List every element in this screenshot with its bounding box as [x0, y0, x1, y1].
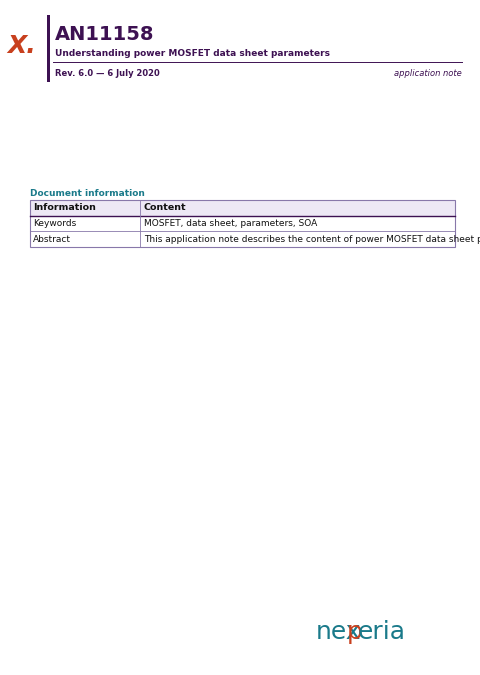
Text: Content: Content — [144, 203, 187, 213]
Bar — [30, 200, 455, 216]
Text: eria: eria — [358, 620, 406, 644]
Bar — [47, 15, 49, 82]
Text: This application note describes the content of power MOSFET data sheet parameter: This application note describes the cont… — [144, 234, 480, 244]
Text: MOSFET, data sheet, parameters, SOA: MOSFET, data sheet, parameters, SOA — [144, 219, 317, 228]
Text: application note: application note — [394, 68, 462, 78]
Text: AN11158: AN11158 — [55, 24, 155, 43]
Text: Information: Information — [33, 203, 96, 213]
Text: Document information: Document information — [30, 190, 145, 198]
Text: nex: nex — [316, 620, 361, 644]
Text: X.: X. — [8, 34, 36, 58]
Text: Abstract: Abstract — [33, 234, 71, 244]
Text: Rev. 6.0 — 6 July 2020: Rev. 6.0 — 6 July 2020 — [55, 68, 160, 78]
Text: p: p — [347, 620, 363, 644]
Bar — [30, 200, 455, 247]
Text: Understanding power MOSFET data sheet parameters: Understanding power MOSFET data sheet pa… — [55, 49, 330, 57]
Text: Keywords: Keywords — [33, 219, 76, 228]
